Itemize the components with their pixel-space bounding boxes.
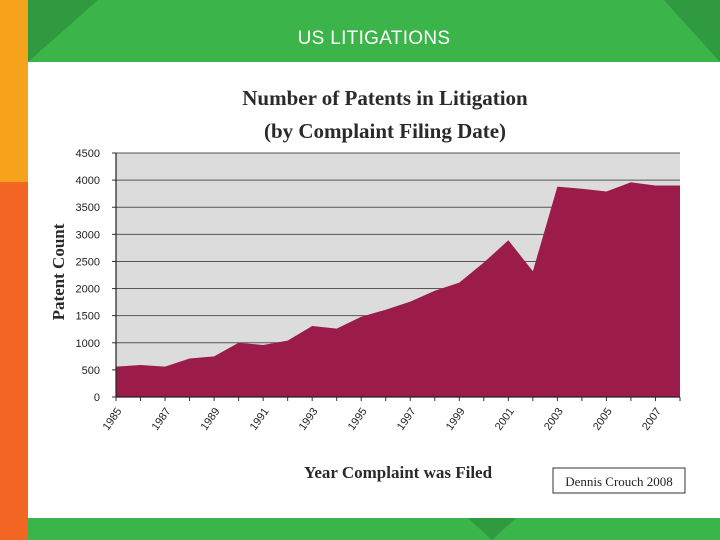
y-tick-label: 2000 (76, 284, 100, 296)
y-axis-label: Patent Count (49, 223, 68, 320)
x-axis-label: Year Complaint was Filed (304, 463, 493, 482)
y-axis-ticks: 0 500 1000 1500 2000 2500 3000 3500 4000 4500 (76, 148, 116, 404)
y-tick-label: 1500 (76, 311, 100, 323)
footer-notch-decoration (468, 518, 516, 540)
left-accent-orange (0, 0, 28, 182)
header-left-decoration (28, 0, 98, 62)
chart-title: Number of Patents in Litigation (242, 86, 528, 110)
slide-footer-bar (28, 518, 720, 540)
slide-header: US LITIGATIONS (28, 0, 720, 62)
patent-litigation-chart: Number of Patents in Litigation (by Comp… (30, 62, 690, 518)
y-tick-label: 4000 (76, 175, 100, 187)
y-tick-label: 0 (94, 392, 100, 404)
credit-box (552, 467, 686, 494)
credit-label: Dennis Crouch 2008 (565, 474, 673, 489)
area-series (116, 182, 680, 397)
y-tick-label: 1000 (76, 338, 100, 350)
left-accent-red (0, 182, 28, 540)
y-tick-label: 500 (82, 365, 100, 377)
slide-title: US LITIGATIONS (297, 28, 451, 49)
y-tick-label: 3500 (76, 202, 100, 214)
y-tick-label: 4500 (76, 148, 100, 160)
y-tick-label: 3000 (76, 229, 100, 241)
header-right-decoration (664, 0, 720, 62)
chart-subtitle: (by Complaint Filing Date) (264, 119, 506, 143)
y-tick-label: 2500 (76, 256, 100, 268)
